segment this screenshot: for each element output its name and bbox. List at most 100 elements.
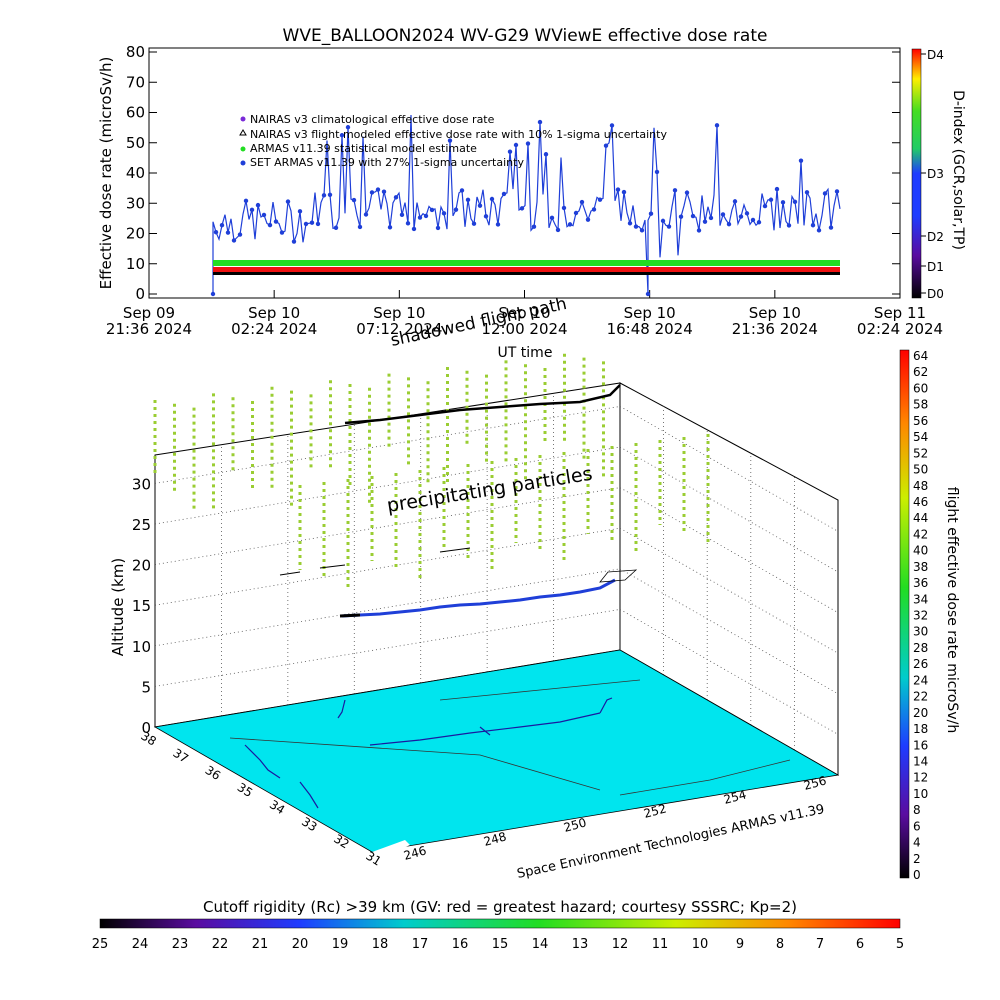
flight-dose-point [243, 198, 249, 204]
dose-colorbar [899, 349, 910, 879]
flight-dose-point [798, 158, 804, 163]
flight-dose-point [381, 189, 387, 194]
dose-colorbar-tick-label: 44 [913, 511, 928, 525]
top-y-tick-label: 50 [126, 134, 145, 152]
dindex-label: D-index (GCR,solar,TP) [950, 90, 966, 250]
dose-colorbar-tick-label: 28 [913, 641, 928, 655]
cutoff-rigidity-tick-label: 20 [292, 937, 309, 952]
flight-dose-point [219, 222, 225, 228]
top-x-tick-time: 12:00 2024 [481, 320, 567, 338]
top-x-tick-date: Sep 10 [248, 304, 300, 322]
precipitating-particles [153, 353, 710, 588]
flight-dose-point [615, 187, 621, 192]
flight-dose-point [519, 206, 525, 211]
cutoff-rigidity-tick-label: 24 [132, 937, 149, 952]
flight-dose-point [417, 215, 423, 220]
cutoff-rigidity-tick-label: 11 [652, 937, 669, 952]
flight-dose-point [465, 197, 471, 203]
grid-line-side [619, 446, 839, 573]
dose-colorbar-tick-label: 36 [913, 576, 928, 590]
top-x-tick-time: 02:24 2024 [231, 320, 317, 338]
dose-colorbar-tick-label: 24 [913, 673, 928, 687]
cutoff-rigidity-tick-label: 5 [896, 937, 904, 952]
cutoff-rigidity-ticks: 25 24 23 22 21 20 19 18 17 16 15 14 13 12 11 10 9 8 7 6 5 [92, 937, 904, 952]
dose-colorbar-tick-label: 18 [913, 722, 928, 736]
longitude-tick-label: 248 [482, 829, 508, 848]
dose-colorbar-tick-label: 42 [913, 527, 928, 541]
cutoff-rigidity-tick-label: 17 [412, 937, 429, 952]
dose-colorbar-tick-label: 26 [913, 657, 928, 671]
flight-dose-point [429, 207, 435, 213]
longitude-tick-label: 254 [722, 787, 748, 806]
top-x-tick-time: 21:36 2024 [732, 320, 818, 338]
cutoff-rigidity-tick-label: 18 [372, 937, 389, 952]
flight-dose-point [321, 193, 327, 198]
cutoff-rigidity-title: Cutoff rigidity (Rc) >39 km (GV: red = g… [203, 898, 797, 916]
legend-item-2: NAIRAS v3 flight modeled effective dose … [250, 128, 667, 141]
dose-colorbar-tick-label: 64 [913, 349, 928, 363]
flight-dose-point [591, 207, 597, 212]
dose-colorbar-tick-label: 0 [913, 868, 921, 882]
top-x-tick-time: 16:48 2024 [607, 320, 693, 338]
top-y-ticks: 0 10 20 30 40 50 60 70 80 [126, 43, 900, 303]
dose-colorbar-ticks: 6462605856545250484644424038363432302826… [913, 349, 928, 882]
top-chart-title: WVE_BALLOON2024 WV-G29 WViewE effective … [283, 26, 768, 46]
top-y-tick-label: 0 [135, 285, 145, 303]
flight-dose-point [549, 215, 555, 221]
flight-dose-point [315, 221, 321, 227]
flight-dose-point [567, 222, 573, 227]
flight-dose-point [537, 119, 543, 125]
altitude-tick-label: 15 [132, 597, 151, 615]
flight-dose-point [708, 215, 714, 221]
grid-line-side [619, 487, 839, 613]
cutoff-rigidity-tick-label: 23 [172, 937, 189, 952]
dose-colorbar-tick-label: 40 [913, 544, 928, 558]
dose-colorbar-tick-label: 62 [913, 365, 928, 379]
cutoff-rigidity-tick-label: 22 [212, 937, 229, 952]
dindex-tick-label: D0 [927, 287, 944, 301]
flight-dose-point [273, 219, 279, 224]
flight-dose-point [726, 221, 732, 227]
flight-dose-point [684, 190, 690, 195]
top-x-tick-date: Sep 10 [373, 304, 425, 322]
flight-dose-point [267, 222, 273, 228]
top-y-tick-label: 30 [126, 194, 145, 212]
flight-dose-point [531, 224, 537, 229]
cutoff-rigidity-tick-label: 7 [816, 937, 824, 952]
dose-colorbar-tick-label: 54 [913, 430, 928, 444]
flight-dose-point [678, 214, 684, 219]
latitude-tick-label: 32 [331, 832, 351, 852]
flight-dose-point [822, 191, 828, 196]
dindex-tick-label: D3 [927, 167, 944, 181]
dose-colorbar-tick-label: 30 [913, 625, 928, 639]
flight-dose-point [627, 221, 633, 226]
flight-dose-point [561, 205, 567, 211]
top-legend: NAIRAS v3 climatological effective dose … [239, 113, 667, 169]
latitude-tick-label: 37 [171, 746, 191, 766]
cutoff-rigidity-tick-label: 19 [332, 937, 349, 952]
latitude-tick-label: 33 [299, 814, 319, 834]
flight-dose-point [501, 191, 507, 197]
flight-dose-point [210, 291, 216, 297]
flight-dose-point [477, 203, 483, 208]
flight-dose-point [291, 239, 297, 244]
flight-dose-point [261, 212, 267, 218]
grid-line-back [154, 527, 621, 606]
flight-dose-point [660, 218, 666, 224]
top-x-tick-time: 21:36 2024 [106, 320, 192, 338]
legend-item-1: NAIRAS v3 climatological effective dose … [250, 113, 495, 126]
flight-dose-point [555, 227, 561, 233]
cutoff-rigidity-tick-label: 16 [452, 937, 469, 952]
dose-colorbar-tick-label: 16 [913, 738, 928, 752]
flight-dose-point [411, 226, 417, 232]
longitude-tick-label: 250 [562, 815, 588, 834]
flight-dose-point [423, 213, 429, 219]
armas-model-band [213, 260, 840, 266]
top-x-tick-date: Sep 10 [749, 304, 801, 322]
flight-dose-point [213, 230, 219, 235]
top-plot-series [210, 114, 841, 297]
cutoff-rigidity-tick-label: 21 [252, 937, 269, 952]
flight-dose-point [828, 225, 834, 230]
